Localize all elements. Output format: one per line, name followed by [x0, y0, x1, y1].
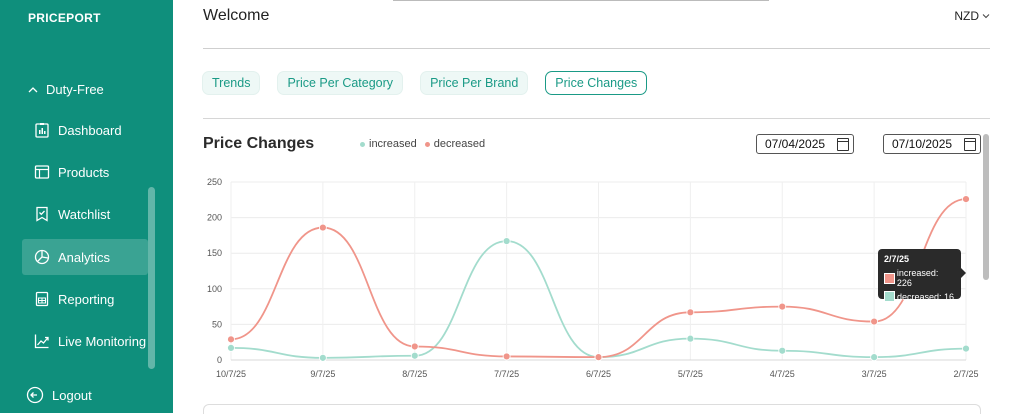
x-tick-label: 3/7/25: [862, 369, 887, 379]
app-logo[interactable]: PRICEPORT: [28, 11, 101, 25]
sidebar-item-label: Reporting: [58, 291, 115, 307]
x-tick-label: 2/7/25: [953, 369, 978, 379]
logout-icon: [26, 386, 44, 404]
y-tick-label: 50: [212, 319, 222, 329]
sidebar-item-label: Dashboard: [58, 122, 122, 138]
tooltip-decreased: decreased: 16: [897, 291, 955, 302]
date-from-value: 07/04/2025: [765, 137, 826, 151]
logout-label: Logout: [52, 387, 92, 403]
chart-tooltip: 2/7/25 increased: 226 decreased: 16: [878, 249, 966, 302]
tab-price-changes[interactable]: Price Changes: [546, 72, 647, 94]
live-monitoring-icon: [34, 334, 49, 349]
x-tick-label: 8/7/25: [402, 369, 427, 379]
data-point-decreased: [686, 308, 695, 317]
tab-price-per-brand[interactable]: Price Per Brand: [421, 72, 528, 94]
sidebar-item-label: Analytics: [58, 249, 111, 265]
date-to-value: 07/10/2025: [892, 137, 953, 151]
sidebar-item-dashboard[interactable]: Dashboard: [22, 112, 148, 148]
tab-trends[interactable]: Trends: [203, 72, 260, 94]
products-icon: [34, 165, 50, 179]
data-point-decreased: [410, 342, 419, 351]
main-content: Welcome NZD Trends Price Per Category Pr…: [173, 0, 1020, 414]
currency-label: NZD: [954, 9, 979, 23]
data-point-decreased: [778, 302, 787, 311]
chevron-down-icon: [982, 14, 990, 19]
x-tick-label: 5/7/25: [678, 369, 703, 379]
date-to-input[interactable]: 07/10/2025: [883, 134, 981, 154]
data-point-decreased: [870, 317, 879, 326]
price-changes-chart: 0 50 100 150 200 250 10/7/25 9/7/25 8/7/25 7/7/25…: [207, 177, 979, 379]
sidebar-item-watchlist[interactable]: Watchlist: [22, 196, 148, 232]
analytics-icon: [34, 249, 50, 265]
data-point-increased: [962, 344, 970, 353]
tooltip-row-decreased: decreased: 16: [884, 291, 955, 302]
data-point-decreased: [227, 335, 235, 344]
data-point-increased: [410, 351, 419, 360]
tooltip-swatch-increased-color: [884, 291, 895, 302]
sidebar-item-label: Products: [58, 164, 110, 180]
legend-label-increased: increased: [369, 138, 417, 150]
data-point-increased: [778, 346, 787, 355]
next-card: [203, 404, 981, 414]
series-line-increased: [230, 240, 967, 359]
dashboard-icon: [35, 123, 49, 138]
data-point-increased: [318, 353, 327, 362]
date-from-input[interactable]: 07/04/2025: [756, 134, 854, 154]
duty-free-section-toggle[interactable]: Duty-Free: [28, 82, 104, 97]
y-tick-label: 100: [207, 284, 222, 294]
legend-label-decreased: decreased: [433, 138, 486, 150]
x-tick-label: 7/7/25: [494, 369, 519, 379]
tabs-divider: [203, 118, 990, 119]
sidebar-item-analytics[interactable]: Analytics: [22, 239, 148, 275]
y-tick-label: 0: [217, 355, 222, 365]
sidebar-item-label: Watchlist: [58, 206, 111, 222]
x-tick-label: 10/7/25: [216, 369, 246, 379]
calendar-icon[interactable]: [837, 138, 849, 151]
content-scrollbar[interactable]: [983, 134, 989, 280]
sidebar-scrollbar[interactable]: [148, 187, 155, 369]
series-line-decreased: [230, 198, 967, 359]
calendar-icon[interactable]: [964, 138, 976, 151]
legend-item-decreased[interactable]: decreased: [424, 138, 486, 150]
data-point-decreased: [594, 353, 603, 362]
watchlist-icon: [36, 206, 48, 222]
chevron-up-icon: [28, 86, 38, 92]
y-tick-label: 200: [207, 213, 222, 223]
sidebar-item-products[interactable]: Products: [22, 154, 148, 190]
legend-dot-increased: [360, 142, 365, 147]
y-tick-label: 150: [207, 248, 222, 258]
sidebar-item-label: Live Monitoring: [58, 333, 147, 349]
sidebar-item-reporting[interactable]: Reporting: [22, 281, 148, 317]
tab-price-per-category[interactable]: Price Per Category: [278, 72, 403, 94]
tooltip-row-increased: increased: 226: [884, 268, 955, 288]
logout-button[interactable]: Logout: [26, 386, 92, 404]
data-point-increased: [686, 334, 695, 343]
tooltip-swatch-decreased-color: [884, 272, 895, 284]
x-tick-label: 9/7/25: [310, 369, 335, 379]
chart-legend: increased decreased: [360, 138, 485, 150]
data-point-increased: [502, 237, 511, 245]
section-label: Duty-Free: [46, 82, 104, 97]
x-tick-label: 4/7/25: [770, 369, 795, 379]
data-point-decreased: [502, 352, 511, 361]
legend-dot-decreased: [424, 142, 430, 147]
data-point-decreased: [962, 195, 970, 203]
top-divider: [393, 0, 769, 1]
welcome-heading: Welcome: [203, 7, 270, 24]
header-divider: [203, 48, 990, 49]
y-tick-label: 250: [207, 177, 222, 187]
data-point-decreased: [318, 223, 327, 232]
data-point-increased: [870, 353, 879, 362]
legend-item-increased[interactable]: increased: [360, 138, 417, 150]
sidebar: PRICEPORT Duty-Free Dashboard Products W…: [0, 0, 173, 413]
currency-selector[interactable]: NZD: [954, 9, 990, 23]
tooltip-increased: increased: 226: [896, 268, 939, 288]
x-tick-label: 6/7/25: [586, 369, 611, 379]
chart-title: Price Changes: [203, 135, 315, 152]
data-point-increased: [227, 343, 235, 352]
analytics-tabs: Trends Price Per Category Price Per Bran…: [203, 72, 647, 94]
sidebar-item-live-monitoring[interactable]: Live Monitoring: [22, 323, 148, 359]
tooltip-title: 2/7/25: [884, 254, 910, 264]
reporting-icon: [35, 291, 49, 307]
